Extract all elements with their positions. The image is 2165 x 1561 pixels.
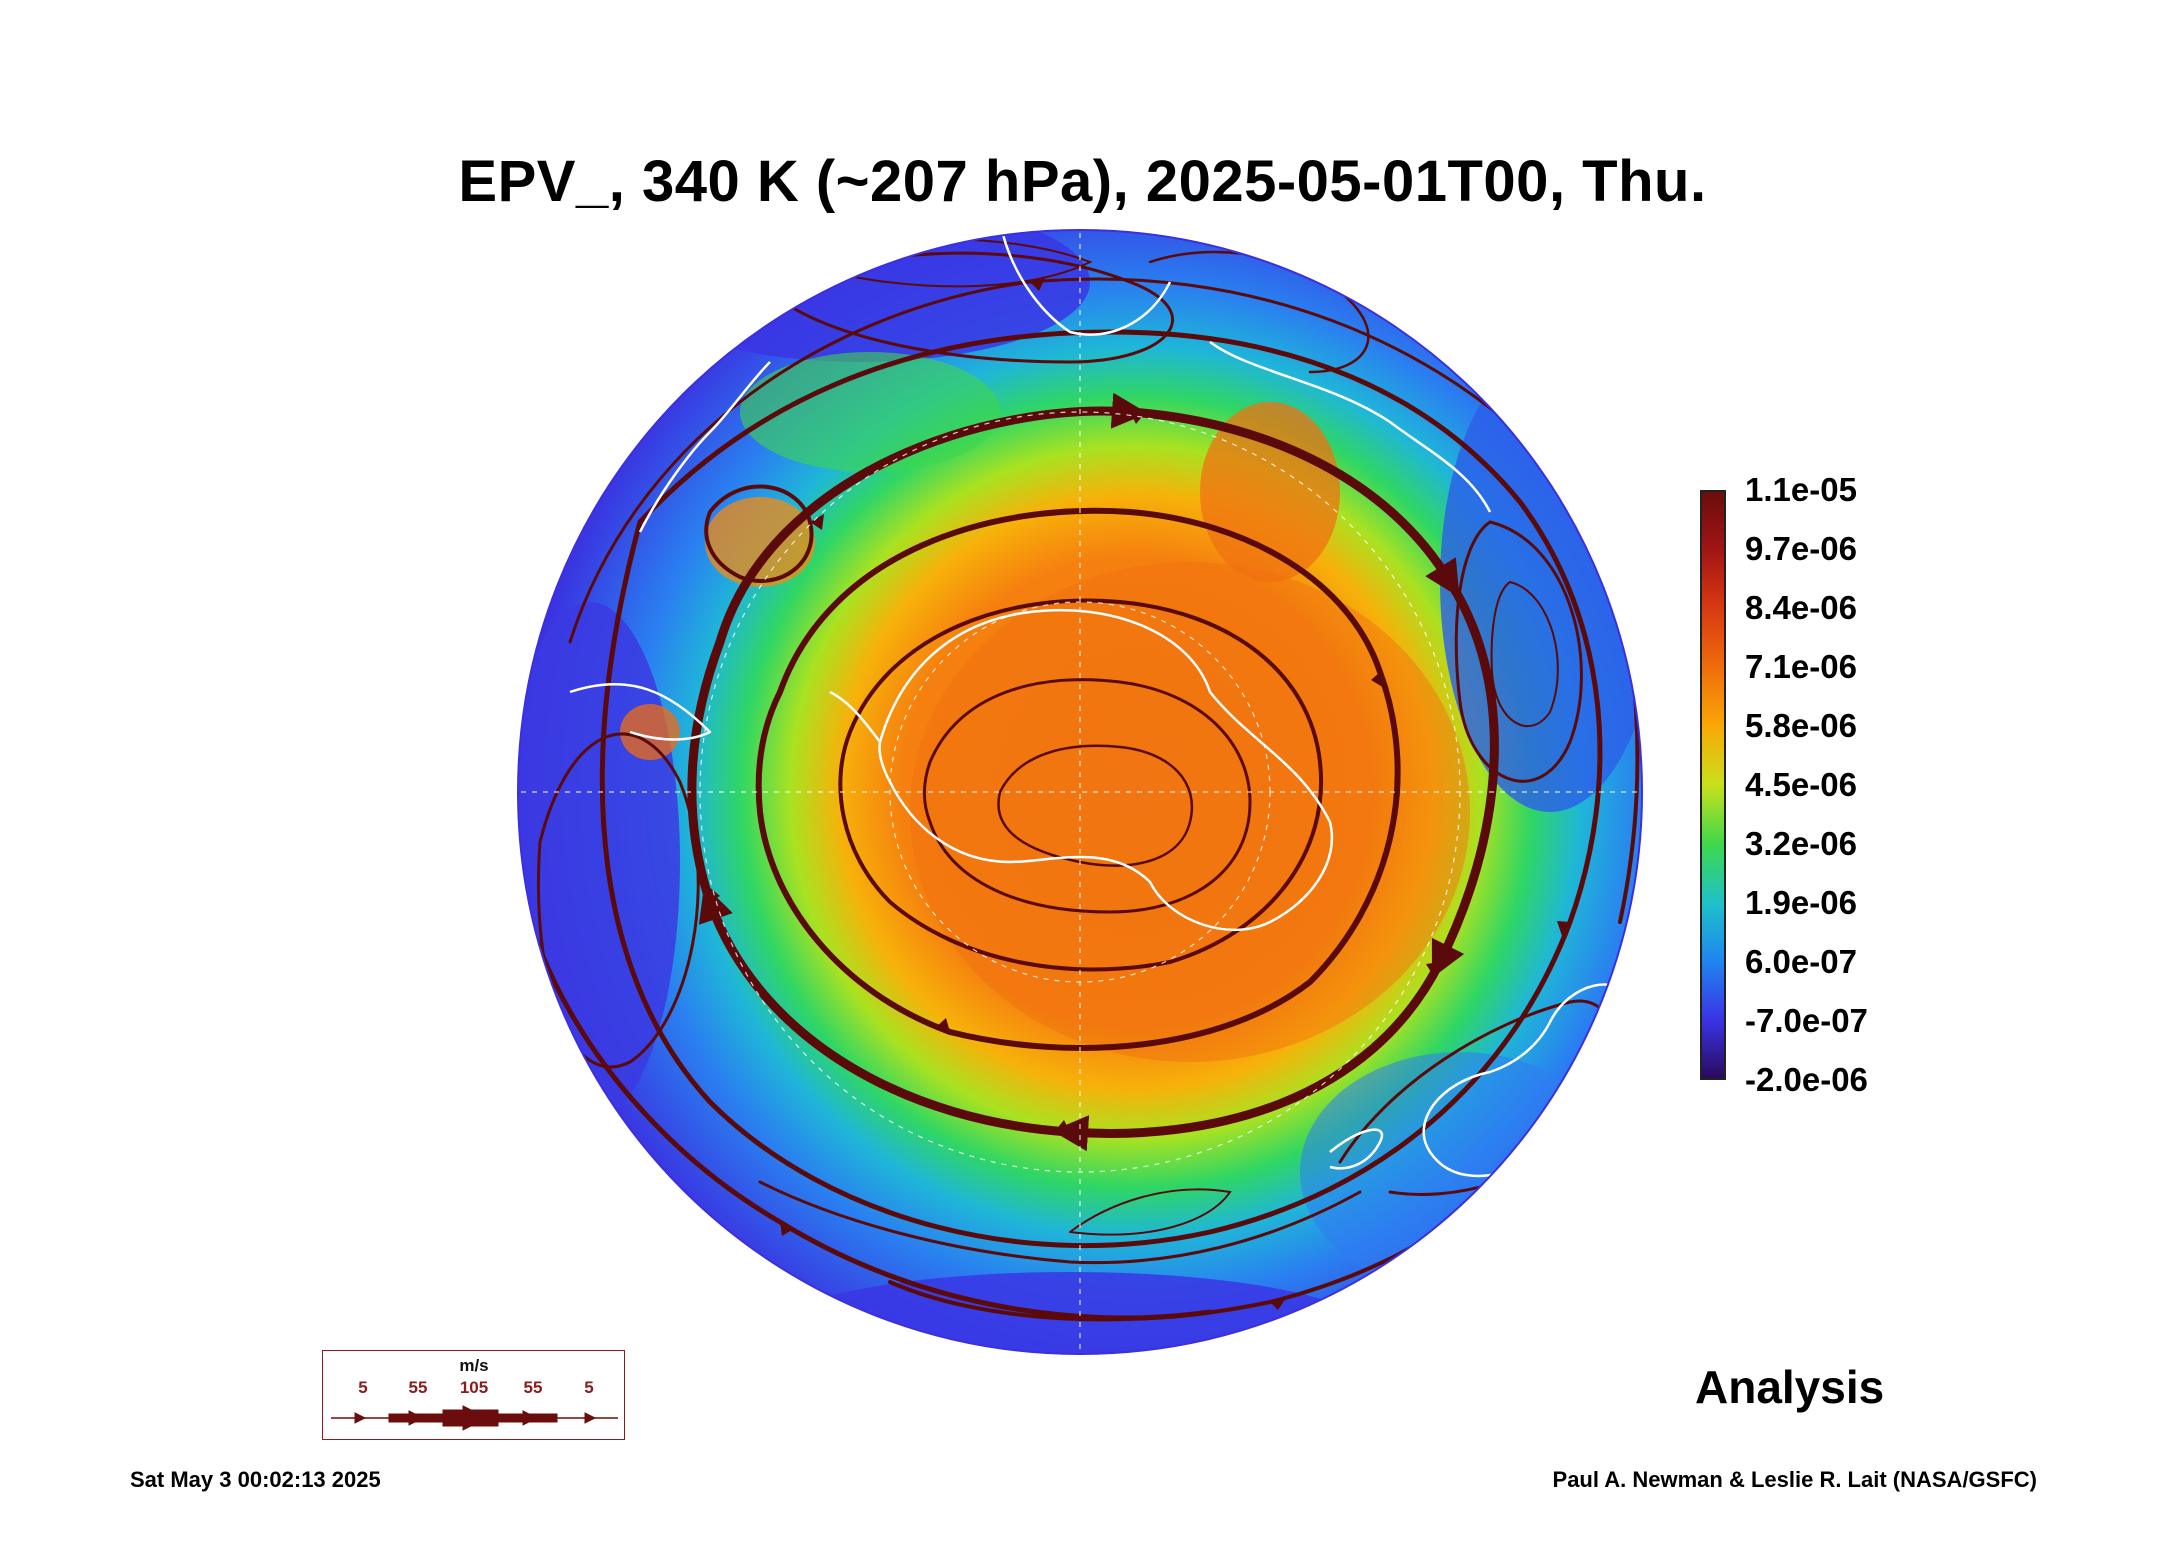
colorbar-tick-label: 3.2e-06 [1745, 825, 1857, 862]
colorbar-tick-label: -2.0e-06 [1745, 1061, 1868, 1098]
wind-legend-arrow [331, 1405, 618, 1431]
wind-legend-value: 5 [584, 1378, 593, 1397]
map-title: EPV_, 340 K (~207 hPa), 2025-05-01T00, T… [458, 149, 1707, 214]
colorbar-tick-label: -7.0e-07 [1745, 1002, 1868, 1039]
colorbar [1700, 490, 1726, 1080]
globe-edge [517, 229, 1643, 1355]
africa-tip-coast [1209, 340, 1492, 513]
wind-legend-value: 55 [524, 1378, 543, 1397]
colorbar-tick-label: 6.0e-07 [1745, 943, 1857, 980]
low-epv-lobe [770, 1272, 1370, 1354]
wind-legend-value: 55 [409, 1378, 428, 1397]
high-epv-blob [620, 704, 680, 760]
colorbar-tick-label: 5.8e-06 [1745, 707, 1857, 744]
tasmania-coast [1329, 1128, 1384, 1170]
high-epv-blob [705, 497, 815, 587]
colorbar-tick-label: 9.7e-06 [1745, 530, 1857, 567]
wind-legend-value: 5 [358, 1378, 367, 1397]
analysis-label: Analysis [1695, 1361, 1885, 1413]
south-america-coast [998, 230, 1172, 336]
antarctic-peninsula [829, 690, 881, 743]
epv-map-svg [517, 229, 1643, 1355]
antarctica-coast [878, 608, 1334, 931]
colorbar-tick-label: 1.1e-05 [1745, 471, 1857, 508]
streamline-arrows [708, 278, 1570, 1310]
colorbar-tick-label: 4.5e-06 [1745, 766, 1857, 803]
credit: Paul A. Newman & Leslie R. Lait (NASA/GS… [1552, 1467, 2037, 1492]
colorbar-labels: 1.1e-05 9.7e-06 8.4e-06 7.1e-06 5.8e-06 4.5e-… [1745, 470, 1975, 1110]
low-epv-lobe [1300, 1052, 1620, 1292]
colorbar-tick-label: 1.9e-06 [1745, 884, 1857, 921]
polar-map [510, 222, 1650, 1362]
timestamp: Sat May 3 00:02:13 2025 [130, 1467, 381, 1492]
colorbar-tick-label: 8.4e-06 [1745, 589, 1857, 626]
graticule [518, 230, 1642, 1354]
coast-segment [638, 361, 771, 533]
wind-legend-value: 105 [460, 1378, 488, 1397]
colorbar-tick-label: 7.1e-06 [1745, 648, 1857, 685]
wind-speed-legend: m/s 5 55 105 55 5 [322, 1350, 625, 1440]
wind-legend-unit: m/s [459, 1356, 488, 1375]
